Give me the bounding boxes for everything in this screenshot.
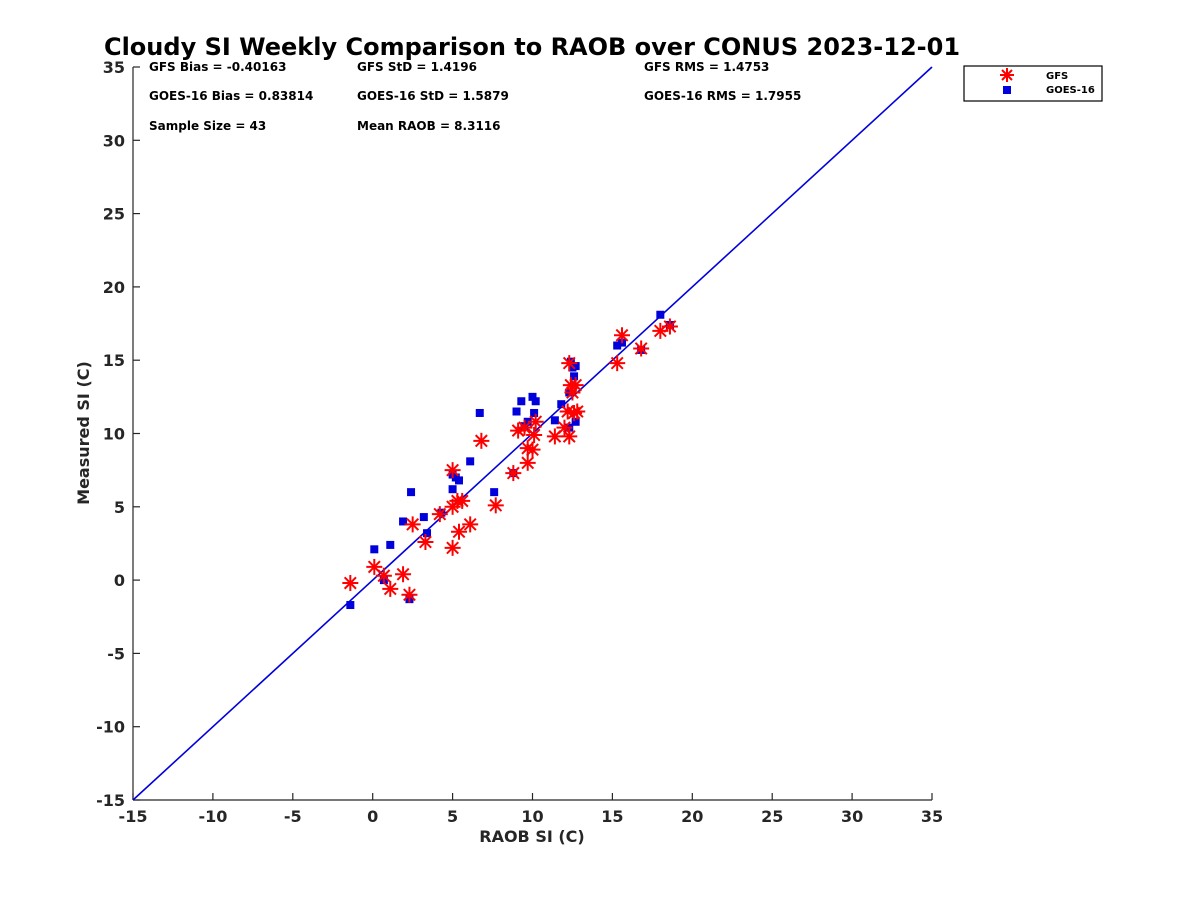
gfs-point (375, 567, 392, 584)
gfs-point (395, 566, 412, 583)
x-tick-label: -15 (119, 807, 148, 826)
x-axis-label: RAOB SI (C) (479, 827, 584, 846)
legend-goes-label: GOES-16 (1046, 85, 1095, 96)
x-tick-label: 15 (601, 807, 623, 826)
goes16-point (530, 408, 539, 417)
goes16-point (419, 513, 428, 522)
gfs-point (462, 516, 479, 533)
goes16-point (454, 476, 463, 485)
gfs-point (661, 318, 678, 335)
legend-gfs-marker (1000, 68, 1014, 82)
gfs-point (450, 523, 467, 540)
stat-sample-size: Sample Size = 43 (149, 119, 266, 133)
goes16-point (570, 372, 579, 381)
gfs-point (401, 586, 418, 603)
gfs-point (473, 432, 490, 449)
gfs-point (564, 384, 581, 401)
y-tick-label: 15 (103, 351, 125, 370)
gfs-point (519, 454, 536, 471)
goes16-point (528, 392, 537, 401)
y-tick-label: -10 (96, 718, 125, 737)
goes16-point (466, 457, 475, 466)
y-tick-label: -5 (107, 644, 125, 663)
x-tick-label: 20 (681, 807, 703, 826)
gfs-point (342, 575, 359, 592)
legend: GFS GOES-16 (963, 65, 1103, 102)
gfs-point (431, 506, 448, 523)
y-tick-label: -15 (96, 791, 125, 810)
gfs-point (526, 426, 543, 443)
stat-mean-raob: Mean RAOB = 8.3116 (357, 119, 501, 133)
x-tick-label: 35 (921, 807, 943, 826)
gfs-point (417, 533, 434, 550)
y-tick-label: 0 (114, 571, 125, 590)
goes16-point (571, 362, 580, 371)
stats-block: GFS Bias = -0.40163 GFS StD = 1.4196 GFS… (149, 60, 801, 133)
goes16-point (517, 397, 526, 406)
goes16-point (656, 310, 665, 319)
gfs-point (561, 428, 578, 445)
y-tick-label: 30 (103, 131, 125, 150)
y-axis-label: Measured SI (C) (74, 361, 93, 505)
y-tick-label: 35 (103, 58, 125, 77)
goes16-point (557, 400, 566, 409)
gfs-point (613, 327, 630, 344)
x-tick-label: 25 (761, 807, 783, 826)
goes16-point (399, 517, 408, 526)
goes16-point (550, 416, 559, 425)
goes16-point (531, 397, 540, 406)
x-tick-label: 5 (447, 807, 458, 826)
gfs-point (382, 580, 399, 597)
gfs-point (567, 377, 584, 394)
gfs-point (404, 516, 421, 533)
gfs-point (633, 340, 650, 357)
legend-box (963, 65, 1103, 102)
gfs-point (561, 355, 578, 372)
stat-gfs-std: GFS StD = 1.4196 (357, 60, 477, 74)
goes16-point (346, 601, 355, 610)
legend-gfs-label: GFS (1046, 71, 1068, 82)
gfs-point (487, 497, 504, 514)
y-tick-label: 5 (114, 498, 125, 517)
x-tick-label: -10 (198, 807, 227, 826)
goes16-point (423, 529, 432, 538)
gfs-point (527, 413, 544, 430)
x-tick-label: 0 (367, 807, 378, 826)
goes16-point (613, 341, 622, 350)
stat-goes-rms: GOES-16 RMS = 1.7955 (644, 89, 801, 103)
legend-goes-marker (1003, 86, 1011, 94)
gfs-point (454, 492, 471, 509)
y-tick-label: 25 (103, 205, 125, 224)
stat-goes-std: GOES-16 StD = 1.5879 (357, 89, 509, 103)
gfs-point (546, 428, 563, 445)
stat-gfs-rms: GFS RMS = 1.4753 (644, 60, 769, 74)
goes16-point (370, 545, 379, 554)
chart-title: Cloudy SI Weekly Comparison to RAOB over… (104, 33, 960, 61)
gfs-point (569, 403, 586, 420)
x-tick-label: -5 (284, 807, 302, 826)
gfs-point (609, 355, 626, 372)
stat-gfs-bias: GFS Bias = -0.40163 (149, 60, 286, 74)
data-points (342, 310, 678, 610)
goes16-point (448, 485, 457, 494)
goes16-point (512, 407, 521, 416)
goes16-point (386, 540, 395, 549)
y-tick-label: 20 (103, 278, 125, 297)
x-tick-label: 30 (841, 807, 863, 826)
gfs-point (505, 465, 522, 482)
y-ticks: -15 -10 -5 0 5 10 15 20 25 30 35 (96, 58, 140, 810)
goes16-point (475, 408, 484, 417)
goes16-point (571, 417, 580, 426)
gfs-point (516, 419, 533, 436)
stat-goes-bias: GOES-16 Bias = 0.83814 (149, 89, 313, 103)
gfs-point (444, 539, 461, 556)
gfs-point (524, 441, 541, 458)
x-tick-label: 10 (521, 807, 543, 826)
gfs-point (444, 462, 461, 479)
goes16-point (407, 488, 416, 497)
y-tick-label: 10 (103, 425, 125, 444)
x-ticks: -15 -10 -5 0 5 10 15 20 25 30 35 (119, 793, 943, 826)
goes16-point (490, 488, 499, 497)
